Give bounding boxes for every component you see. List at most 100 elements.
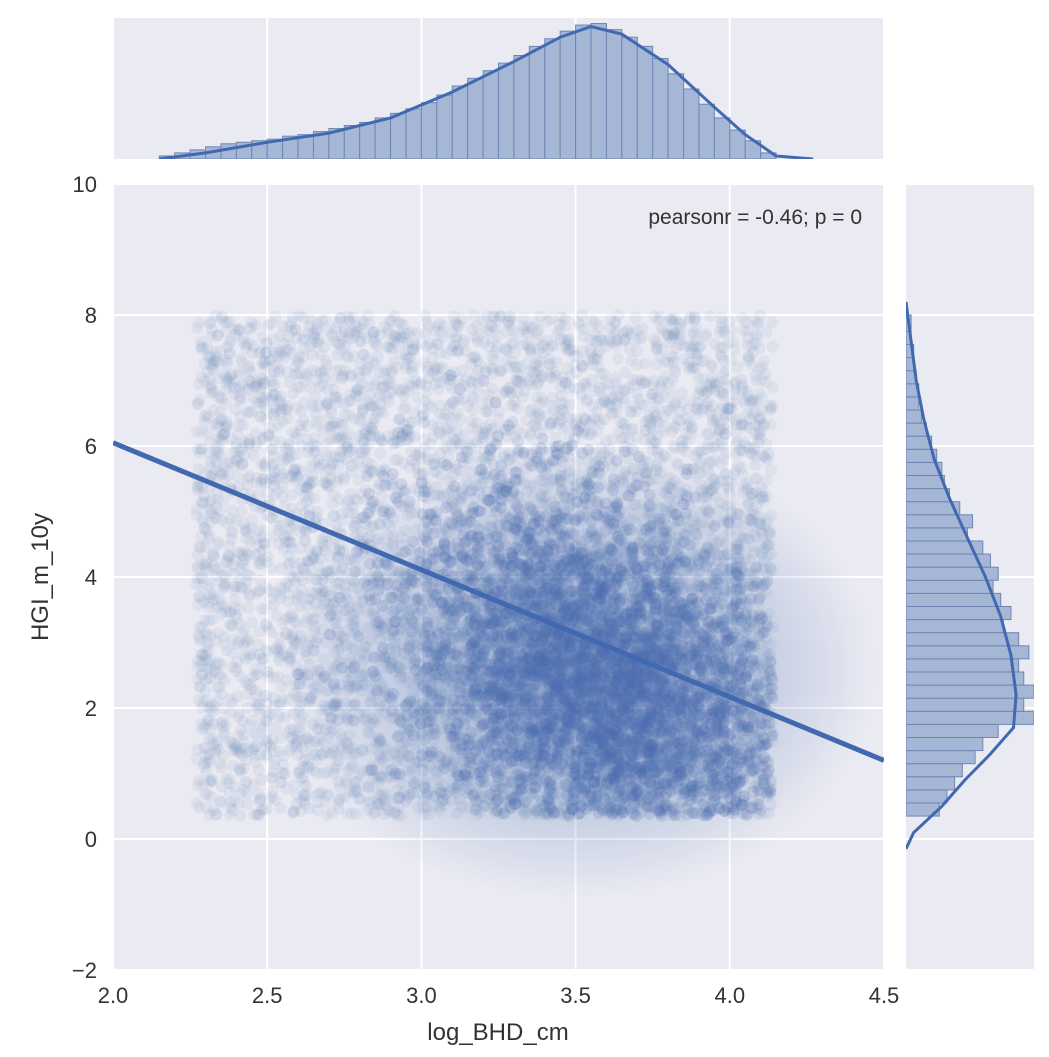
scatter-point [681,413,693,425]
scatter-point [235,581,247,593]
scatter-point [560,338,572,350]
scatter-point [717,440,729,452]
scatter-point [468,351,480,363]
scatter-point [718,453,730,465]
scatter-point [425,438,437,450]
scatter-point [381,391,393,403]
scatter-point [280,442,292,454]
scatter-point [707,371,719,383]
scatter-point [462,400,474,412]
scatter-point [612,353,624,365]
scatter-point [214,757,226,769]
scatter-point [271,609,283,621]
scatter-point [311,804,323,816]
scatter-point [328,510,340,522]
scatter-point [219,674,231,686]
scatter-point [332,338,344,350]
scatter-point [266,422,278,434]
scatter-point [232,429,244,441]
scatter-point [704,310,716,322]
scatter-point [268,458,280,470]
scatter-point [376,435,388,447]
scatter-point [334,364,346,376]
scatter-point [468,310,480,322]
scatter-point [466,415,478,427]
scatter-point [250,663,262,675]
scatter-point [343,333,355,345]
scatter-point [290,369,302,381]
scatter-point [217,429,229,441]
scatter-point [257,721,269,733]
scatter-point [479,405,491,417]
scatter-point [434,376,446,388]
scatter-point [598,368,610,380]
scatter-point [243,363,255,375]
scatter-point [639,416,651,428]
scatter-point [234,766,246,778]
scatter-point [192,397,204,409]
scatter-point [201,409,213,421]
scatter-point [238,518,250,530]
scatter-point [261,751,273,763]
scatter-point [531,391,543,403]
scatter-point [517,312,529,324]
scatter-point [561,421,573,433]
scatter-point [607,336,619,348]
scatter-point [431,321,443,333]
scatter-point [264,355,276,367]
scatter-point [364,388,376,400]
scatter-point [209,355,221,367]
scatter-point [610,316,622,328]
scatter-point [268,436,280,448]
scatter-point [201,788,213,800]
scatter-point [232,546,244,558]
scatter-point [754,387,766,399]
scatter-point [569,360,581,372]
scatter-point [312,420,324,432]
scatter-point [657,425,669,437]
scatter-point [500,344,512,356]
scatter-point [242,702,254,714]
scatter-point [250,756,262,768]
scatter-point [574,319,586,331]
scatter-point [417,410,429,422]
scatter-point [195,572,207,584]
scatter-point [260,697,272,709]
scatter-point [246,316,258,328]
scatter-point [217,716,229,728]
scatter-point [736,312,748,324]
scatter-point [764,400,776,412]
scatter-point [692,408,704,420]
scatter-point [215,658,227,670]
scatter-point [420,316,432,328]
scatter-point [193,317,205,329]
scatter-point [457,364,469,376]
scatter-point [591,405,603,417]
scatter-point [261,666,273,678]
scatter-point [325,449,337,461]
scatter-point [486,320,498,332]
scatter-point [586,315,598,327]
scatter-point [749,406,761,418]
scatter-point [762,448,774,460]
scatter-point [345,370,357,382]
scatter-point [650,359,662,371]
scatter-point [715,322,727,334]
scatter-point [651,392,663,404]
scatter-point [222,358,234,370]
scatter-point [196,660,208,672]
scatter-point [679,340,691,352]
scatter-point [203,645,215,657]
scatter-point [201,525,213,537]
scatter-point [354,390,366,402]
scatter-point [662,377,674,389]
scatter-point [258,525,270,537]
scatter-point [294,543,306,555]
scatter-point [524,405,536,417]
scatter-point [514,376,526,388]
scatter-point [508,395,520,407]
scatter-point [293,309,305,321]
scatter-point [447,397,459,409]
scatter-point [636,323,648,335]
